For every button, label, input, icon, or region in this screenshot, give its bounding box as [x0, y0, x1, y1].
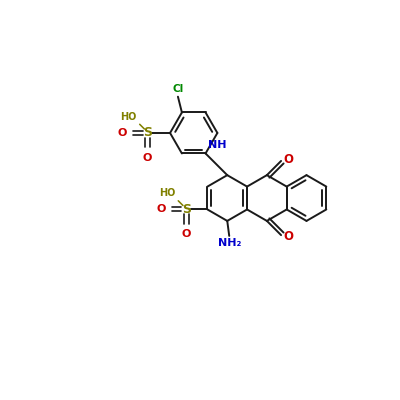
Text: S: S — [182, 203, 191, 216]
Text: O: O — [143, 153, 152, 163]
Text: O: O — [284, 230, 294, 243]
Text: O: O — [284, 153, 294, 166]
Text: NH: NH — [208, 140, 226, 150]
Text: S: S — [143, 126, 152, 140]
Text: O: O — [118, 128, 127, 138]
Text: NH₂: NH₂ — [218, 238, 241, 248]
Text: Cl: Cl — [172, 84, 184, 94]
Text: HO: HO — [120, 112, 136, 122]
Text: HO: HO — [159, 188, 175, 198]
Text: O: O — [156, 204, 166, 214]
Text: O: O — [182, 229, 191, 239]
